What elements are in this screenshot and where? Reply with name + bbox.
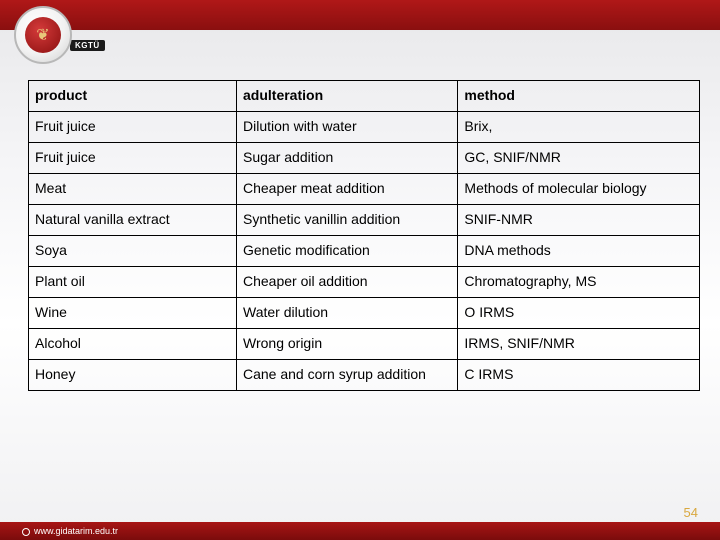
cell-adulteration: Dilution with water	[237, 112, 458, 143]
cell-adulteration: Cheaper oil addition	[237, 267, 458, 298]
cell-method: Brix,	[458, 112, 700, 143]
cell-adulteration: Synthetic vanillin addition	[237, 205, 458, 236]
cell-product: Soya	[29, 236, 237, 267]
cell-product: Natural vanilla extract	[29, 205, 237, 236]
table-row: Meat Cheaper meat addition Methods of mo…	[29, 174, 700, 205]
table-row: Alcohol Wrong origin IRMS, SNIF/NMR	[29, 329, 700, 360]
table-row: Soya Genetic modification DNA methods	[29, 236, 700, 267]
cell-adulteration: Cheaper meat addition	[237, 174, 458, 205]
cell-product: Alcohol	[29, 329, 237, 360]
cell-adulteration: Cane and corn syrup addition	[237, 360, 458, 391]
logo-glyph: ❦	[36, 25, 49, 45]
bottom-banner: www.gidatarim.edu.tr	[0, 522, 720, 540]
table-row: Natural vanilla extract Synthetic vanill…	[29, 205, 700, 236]
logo-badge: ❦	[14, 6, 72, 64]
cell-method: SNIF-NMR	[458, 205, 700, 236]
table-header-row: product adulteration method	[29, 81, 700, 112]
header-product: product	[29, 81, 237, 112]
cell-method: Chromatography, MS	[458, 267, 700, 298]
table-row: Fruit juice Dilution with water Brix,	[29, 112, 700, 143]
header-adulteration: adulteration	[237, 81, 458, 112]
table-row: Honey Cane and corn syrup addition C IRM…	[29, 360, 700, 391]
table-row: Plant oil Cheaper oil addition Chromatog…	[29, 267, 700, 298]
cell-product: Wine	[29, 298, 237, 329]
cell-product: Fruit juice	[29, 112, 237, 143]
header-method: method	[458, 81, 700, 112]
cell-product: Meat	[29, 174, 237, 205]
cell-adulteration: Water dilution	[237, 298, 458, 329]
page-number: 54	[684, 505, 698, 520]
logo-label: KGTÜ	[70, 40, 105, 51]
table-row: Wine Water dilution O IRMS	[29, 298, 700, 329]
cell-product: Fruit juice	[29, 143, 237, 174]
cell-product: Plant oil	[29, 267, 237, 298]
table-row: Fruit juice Sugar addition GC, SNIF/NMR	[29, 143, 700, 174]
top-banner	[0, 0, 720, 30]
adulteration-table: product adulteration method Fruit juice …	[28, 80, 700, 391]
cell-adulteration: Genetic modification	[237, 236, 458, 267]
cell-method: Methods of molecular biology	[458, 174, 700, 205]
globe-icon	[22, 528, 30, 536]
cell-product: Honey	[29, 360, 237, 391]
footer-url: www.gidatarim.edu.tr	[34, 526, 118, 536]
cell-method: IRMS, SNIF/NMR	[458, 329, 700, 360]
cell-adulteration: Wrong origin	[237, 329, 458, 360]
cell-method: O IRMS	[458, 298, 700, 329]
cell-adulteration: Sugar addition	[237, 143, 458, 174]
logo-inner-icon: ❦	[25, 17, 61, 53]
cell-method: DNA methods	[458, 236, 700, 267]
cell-method: GC, SNIF/NMR	[458, 143, 700, 174]
adulteration-table-wrap: product adulteration method Fruit juice …	[28, 80, 700, 391]
cell-method: C IRMS	[458, 360, 700, 391]
